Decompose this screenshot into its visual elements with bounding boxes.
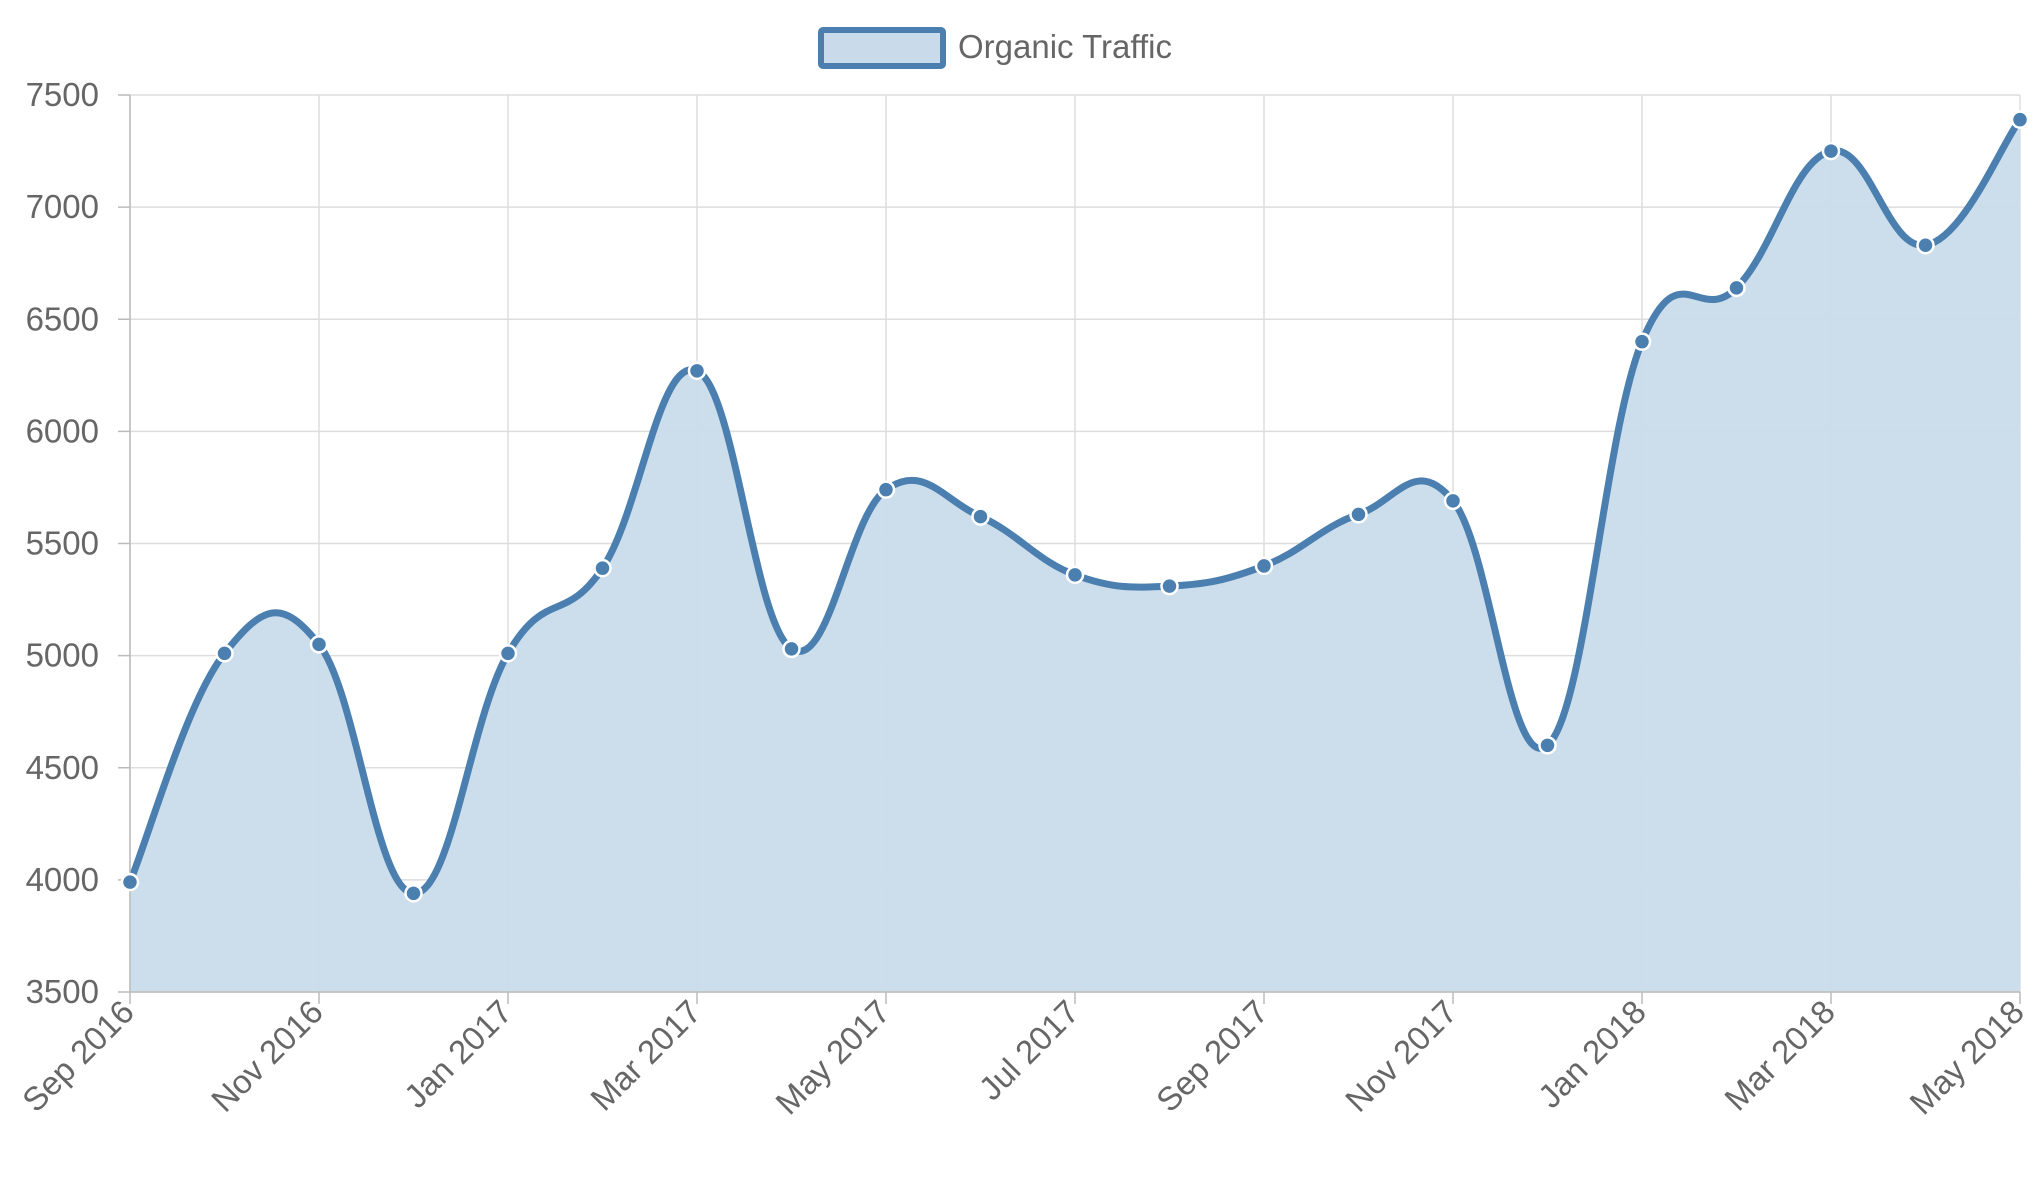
x-tick-label: Mar 2017: [583, 993, 708, 1118]
y-tick-label: 5000: [26, 637, 99, 674]
x-tick-label: Sep 2016: [15, 993, 141, 1119]
y-tick-label: 4500: [26, 749, 99, 786]
data-point[interactable]: [876, 480, 896, 499]
data-point[interactable]: [1632, 332, 1652, 351]
data-point[interactable]: [1160, 576, 1179, 596]
data-point[interactable]: [1727, 278, 1746, 298]
x-tick-label: Jan 2018: [1531, 993, 1653, 1115]
x-axis-tick-labels: Sep 2016 Nov 2016 Jan 2017 Mar 2017 May 2017…: [15, 993, 2031, 1122]
y-axis-tick-labels: 7500 7000 6500 6000 5500 5000 4500 4000 3500: [26, 76, 99, 1010]
data-point[interactable]: [1443, 491, 1463, 511]
data-point[interactable]: [1254, 556, 1274, 576]
y-tick-label: 7000: [26, 188, 99, 225]
x-tick-label: Nov 2016: [204, 993, 330, 1119]
data-point[interactable]: [1065, 565, 1085, 585]
data-point[interactable]: [782, 639, 801, 659]
x-tick-label: Mar 2018: [1717, 993, 1842, 1118]
data-point[interactable]: [1916, 235, 1935, 255]
series-area-fill: [130, 119, 2020, 993]
data-points: [120, 110, 2030, 903]
x-tick-label: May 2017: [768, 993, 897, 1122]
x-tick-label: Jan 2017: [397, 993, 519, 1115]
y-tick-label: 6000: [26, 412, 99, 449]
data-point[interactable]: [1538, 736, 1557, 755]
data-point[interactable]: [1821, 141, 1841, 161]
series-line: [126, 116, 2024, 897]
data-point[interactable]: [120, 872, 140, 892]
data-point[interactable]: [687, 361, 707, 381]
y-tick-label: 4000: [26, 861, 99, 898]
data-point[interactable]: [404, 884, 423, 903]
data-point[interactable]: [2010, 110, 2030, 129]
y-tick-label: 6500: [26, 300, 99, 337]
y-tick-label: 3500: [26, 973, 99, 1010]
data-point[interactable]: [215, 644, 234, 663]
data-point[interactable]: [309, 635, 329, 654]
legend[interactable]: Organic Traffic: [818, 27, 1172, 69]
x-tick-label: Nov 2017: [1338, 993, 1464, 1119]
y-tick-label: 5500: [26, 525, 99, 562]
data-point[interactable]: [498, 644, 518, 663]
legend-swatch[interactable]: [818, 27, 946, 69]
data-area: [126, 116, 2024, 993]
data-point[interactable]: [971, 507, 990, 526]
data-point[interactable]: [593, 558, 612, 578]
x-tick-label: Jul 2017: [972, 993, 1086, 1107]
x-tick-label: May 2018: [1902, 993, 2031, 1122]
y-tick-label: 7500: [26, 76, 99, 113]
axes: [129, 95, 2020, 993]
legend-label[interactable]: Organic Traffic: [958, 28, 1172, 65]
data-point[interactable]: [1349, 505, 1368, 524]
x-tick-label: Sep 2017: [1149, 993, 1275, 1119]
